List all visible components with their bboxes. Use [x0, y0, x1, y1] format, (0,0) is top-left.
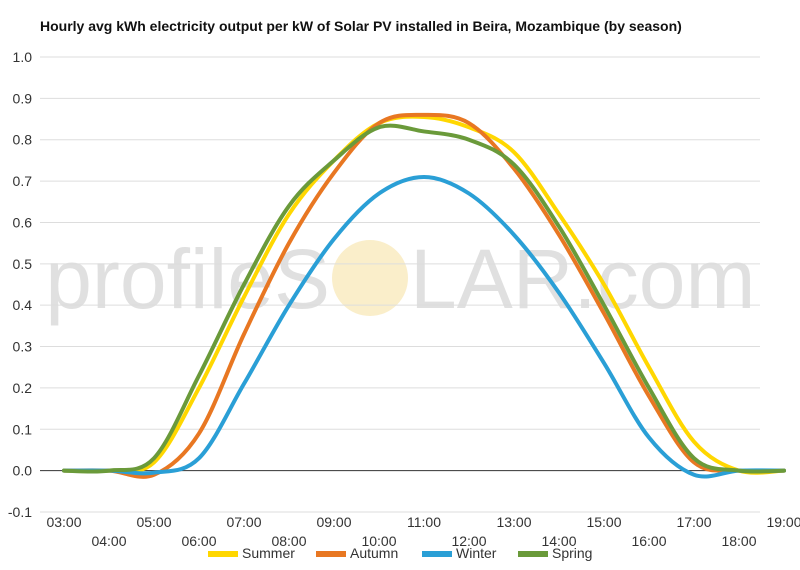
- y-tick-label: 0.4: [13, 297, 33, 313]
- x-tick-label: 15:00: [586, 514, 621, 530]
- x-tick-label: 08:00: [271, 533, 306, 549]
- x-tick-label: 03:00: [46, 514, 81, 530]
- watermark-text-left: profileS: [45, 232, 330, 326]
- y-tick-label: -0.1: [8, 504, 32, 520]
- watermark-sun-icon: [332, 240, 408, 316]
- x-tick-label: 13:00: [496, 514, 531, 530]
- series-line-autumn: [62, 112, 786, 479]
- legend-label: Autumn: [350, 545, 398, 561]
- y-tick-label: 0.3: [13, 339, 33, 355]
- legend-label: Spring: [552, 545, 592, 561]
- legend-swatch: [518, 551, 548, 557]
- y-tick-label: 0.9: [13, 90, 33, 106]
- x-tick-label: 16:00: [631, 533, 666, 549]
- x-tick-label: 12:00: [451, 533, 486, 549]
- y-tick-label: 0.7: [13, 173, 33, 189]
- y-tick-label: 0.8: [13, 132, 33, 148]
- series-line-winter: [62, 174, 786, 479]
- x-tick-label: 10:00: [361, 533, 396, 549]
- legend-label: Summer: [242, 545, 295, 561]
- x-tick-label: 04:00: [91, 533, 126, 549]
- chart-title: Hourly avg kWh electricity output per kW…: [40, 18, 682, 34]
- series-line-summer: [62, 114, 786, 475]
- y-tick-label: 1.0: [13, 49, 33, 65]
- x-tick-label: 18:00: [721, 533, 756, 549]
- x-tick-label: 19:00: [766, 514, 800, 530]
- x-tick-label: 17:00: [676, 514, 711, 530]
- y-tick-label: 0.6: [13, 214, 33, 230]
- series-line-spring: [62, 123, 786, 474]
- legend-swatch: [208, 551, 238, 557]
- x-tick-label: 06:00: [181, 533, 216, 549]
- y-tick-label: 0.0: [13, 463, 33, 479]
- legend-swatch: [316, 551, 346, 557]
- x-tick-label: 05:00: [136, 514, 171, 530]
- legend-label: Winter: [456, 545, 497, 561]
- legend-swatch: [422, 551, 452, 557]
- x-tick-label: 09:00: [316, 514, 351, 530]
- y-tick-label: 0.1: [13, 421, 33, 437]
- x-tick-label: 14:00: [541, 533, 576, 549]
- y-tick-label: 0.2: [13, 380, 33, 396]
- x-tick-label: 07:00: [226, 514, 261, 530]
- y-tick-label: 0.5: [13, 256, 33, 272]
- x-tick-label: 11:00: [407, 514, 441, 530]
